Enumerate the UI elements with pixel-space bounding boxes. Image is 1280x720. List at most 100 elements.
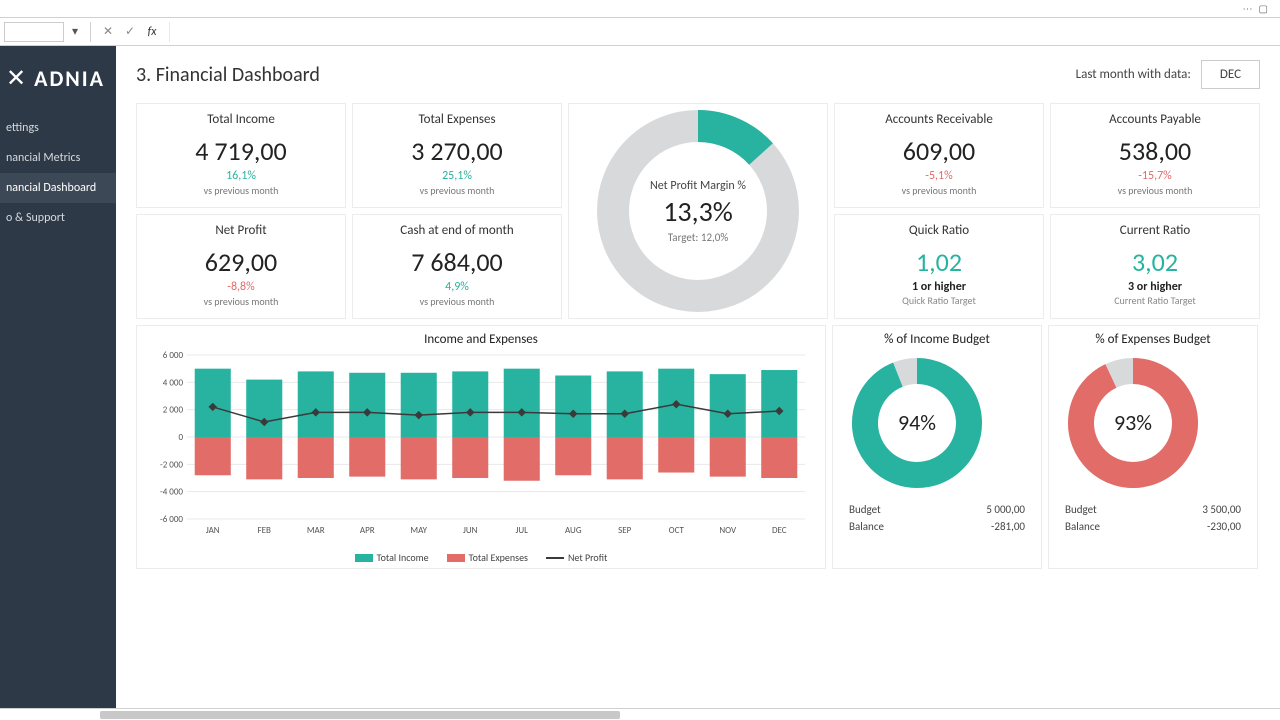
income-budget-donut: 94% (837, 351, 997, 501)
legend-label: Net Profit (568, 551, 607, 564)
brand-logo: ✕ ADNIA (0, 64, 116, 113)
chart-legend: Total Income Total Expenses Net Profit (145, 551, 817, 564)
card-title: Accounts Receivable (841, 112, 1037, 127)
balance-label: Balance (849, 520, 884, 533)
name-box-dropdown[interactable]: ▾ (68, 24, 82, 39)
window-chrome: ⋯ ▢ (0, 0, 1280, 18)
legend-swatch (355, 554, 373, 562)
card-sub: vs previous month (359, 184, 555, 197)
formula-input[interactable] (169, 22, 1280, 42)
ratio-target: 1 or higher (841, 280, 1037, 294)
svg-text:MAY: MAY (410, 525, 427, 536)
brand-text: ADNIA (34, 65, 105, 92)
svg-text:Net Profit Margin %: Net Profit Margin % (650, 179, 746, 193)
card-change: 16,1% (143, 169, 339, 183)
ratio-value: 3,02 (1057, 246, 1253, 278)
card-net-profit: Net Profit 629,00 -8,8% vs previous mont… (136, 214, 346, 319)
sidebar-item[interactable]: o & Support (0, 203, 116, 233)
card-change: -8,8% (143, 280, 339, 294)
horizontal-scrollbar[interactable] (0, 708, 1280, 720)
card-title: Total Income (143, 112, 339, 127)
budget-label: Budget (849, 503, 881, 516)
brand-mark-icon: ✕ (6, 64, 28, 93)
svg-text:MAR: MAR (307, 525, 325, 536)
card-accounts-receivable: Accounts Receivable 609,00 -5,1% vs prev… (834, 103, 1044, 208)
card-title: Accounts Payable (1057, 112, 1253, 127)
card-value: 538,00 (1057, 135, 1253, 167)
card-quick-ratio: Quick Ratio 1,02 1 or higher Quick Ratio… (834, 214, 1044, 319)
svg-text:-4 000: -4 000 (160, 487, 183, 498)
budget-value: 3 500,00 (1202, 503, 1241, 516)
svg-text:APR: APR (360, 525, 375, 536)
balance-label: Balance (1065, 520, 1100, 533)
card-title: Current Ratio (1057, 223, 1253, 238)
legend-swatch (546, 557, 564, 559)
card-total-income: Total Income 4 719,00 16,1% vs previous … (136, 103, 346, 208)
card-accounts-payable: Accounts Payable 538,00 -15,7% vs previo… (1050, 103, 1260, 208)
mini-title: % of Income Budget (837, 332, 1037, 347)
content-area: 3. Financial Dashboard Last month with d… (116, 46, 1280, 708)
svg-text:2 000: 2 000 (163, 405, 184, 416)
card-title: Total Expenses (359, 112, 555, 127)
budget-value: 5 000,00 (986, 503, 1025, 516)
svg-text:AUG: AUG (565, 525, 582, 536)
card-value: 629,00 (143, 246, 339, 278)
card-change: 4,9% (359, 280, 555, 294)
card-net-profit-margin: Net Profit Margin %13,3%Target: 12,0% (568, 103, 828, 319)
chrome-box: ▢ (1259, 2, 1270, 15)
card-value: 3 270,00 (359, 135, 555, 167)
month-label: Last month with data: (1076, 67, 1191, 82)
fx-icon[interactable]: fx (143, 25, 161, 39)
svg-text:FEB: FEB (258, 525, 272, 536)
svg-text:NOV: NOV (719, 525, 737, 536)
card-income-expenses-chart: Income and Expenses -6 000-4 000-2 00002… (136, 325, 826, 569)
svg-text:0: 0 (178, 432, 183, 443)
cancel-icon[interactable]: ✕ (99, 24, 117, 39)
legend-label: Total Expenses (469, 551, 528, 564)
formula-bar: ▾ ✕ ✓ fx (0, 18, 1280, 46)
name-box[interactable] (4, 22, 64, 42)
legend-swatch (447, 554, 465, 562)
legend-item: Total Expenses (447, 551, 528, 564)
svg-text:OCT: OCT (669, 525, 685, 536)
chart-title: Income and Expenses (145, 332, 817, 347)
card-change: -5,1% (841, 169, 1037, 183)
scroll-thumb[interactable] (100, 711, 620, 719)
card-title: Quick Ratio (841, 223, 1037, 238)
confirm-icon[interactable]: ✓ (121, 24, 139, 39)
card-sub: vs previous month (1057, 184, 1253, 197)
svg-text:JAN: JAN (206, 525, 220, 536)
sidebar-item[interactable]: ettings (0, 113, 116, 143)
card-sub: vs previous month (143, 295, 339, 308)
card-change: 25,1% (359, 169, 555, 183)
legend-item: Total Income (355, 551, 429, 564)
card-expenses-budget: % of Expenses Budget 93% Budget3 500,00 … (1048, 325, 1258, 569)
balance-value: -230,00 (1207, 520, 1241, 533)
card-value: 7 684,00 (359, 246, 555, 278)
card-cash-eom: Cash at end of month 7 684,00 4,9% vs pr… (352, 214, 562, 319)
sidebar-item[interactable]: nancial Metrics (0, 143, 116, 173)
chrome-dots: ⋯ (1243, 2, 1255, 15)
svg-text:JUL: JUL (516, 525, 529, 536)
svg-text:6 000: 6 000 (163, 350, 184, 361)
card-sub: vs previous month (359, 295, 555, 308)
svg-text:SEP: SEP (618, 525, 632, 536)
svg-text:94%: 94% (898, 409, 936, 436)
svg-text:Target: 12,0%: Target: 12,0% (668, 231, 729, 244)
svg-text:-2 000: -2 000 (160, 459, 183, 470)
ratio-target: 3 or higher (1057, 280, 1253, 294)
balance-value: -281,00 (991, 520, 1025, 533)
card-change: -15,7% (1057, 169, 1253, 183)
card-title: Cash at end of month (359, 223, 555, 238)
sidebar-item[interactable]: nancial Dashboard (0, 173, 116, 203)
card-sub: vs previous month (841, 184, 1037, 197)
ratio-sub: Quick Ratio Target (841, 294, 1037, 307)
legend-label: Total Income (377, 551, 429, 564)
page-title: 3. Financial Dashboard (136, 63, 320, 87)
kpi-grid: Total Income 4 719,00 16,1% vs previous … (136, 103, 1260, 319)
sidebar: ✕ ADNIA ettingsnancial Metricsnancial Da… (0, 46, 116, 708)
month-dropdown[interactable]: DEC (1201, 60, 1260, 89)
card-sub: vs previous month (143, 184, 339, 197)
card-value: 609,00 (841, 135, 1037, 167)
svg-text:DEC: DEC (772, 525, 787, 536)
